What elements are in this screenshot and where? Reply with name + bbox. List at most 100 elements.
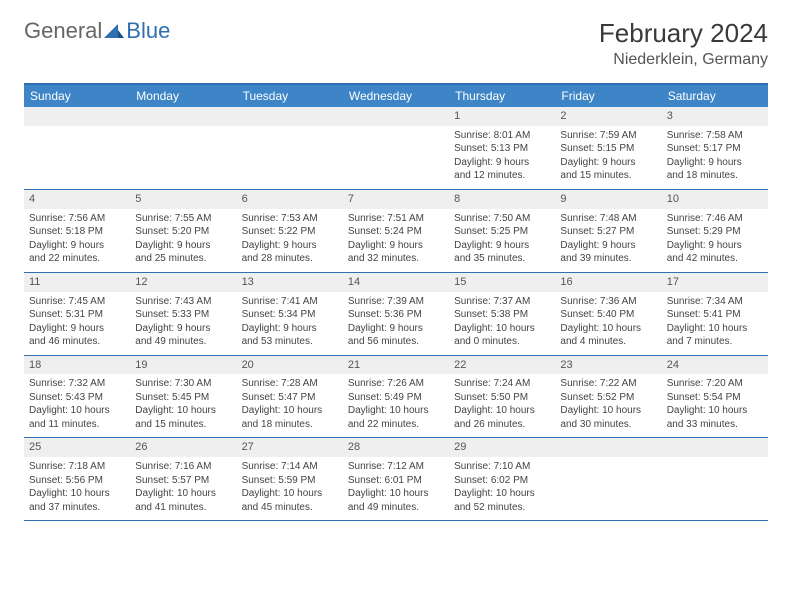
day-number: 5 xyxy=(130,190,236,209)
location: Niederklein, Germany xyxy=(599,51,768,69)
day-cell xyxy=(662,438,768,520)
day-number: 28 xyxy=(343,438,449,457)
sunset-text: Sunset: 5:45 PM xyxy=(135,391,231,405)
daylight2-text: and 22 minutes. xyxy=(348,418,444,432)
daylight1-text: Daylight: 10 hours xyxy=(348,487,444,501)
day-cell: 24Sunrise: 7:20 AMSunset: 5:54 PMDayligh… xyxy=(662,356,768,438)
sunrise-text: Sunrise: 7:14 AM xyxy=(242,460,338,474)
day-number xyxy=(343,107,449,126)
day-cell: 10Sunrise: 7:46 AMSunset: 5:29 PMDayligh… xyxy=(662,190,768,272)
sunset-text: Sunset: 5:54 PM xyxy=(667,391,763,405)
day-number: 3 xyxy=(662,107,768,126)
sunset-text: Sunset: 5:22 PM xyxy=(242,225,338,239)
day-number: 1 xyxy=(449,107,555,126)
calendar: Sunday Monday Tuesday Wednesday Thursday… xyxy=(24,83,768,521)
daylight1-text: Daylight: 9 hours xyxy=(454,156,550,170)
logo-text-blue: Blue xyxy=(126,18,170,44)
sunrise-text: Sunrise: 7:24 AM xyxy=(454,377,550,391)
day-number: 25 xyxy=(24,438,130,457)
day-cell: 16Sunrise: 7:36 AMSunset: 5:40 PMDayligh… xyxy=(555,273,661,355)
day-cell: 23Sunrise: 7:22 AMSunset: 5:52 PMDayligh… xyxy=(555,356,661,438)
day-cell: 9Sunrise: 7:48 AMSunset: 5:27 PMDaylight… xyxy=(555,190,661,272)
day-cell: 6Sunrise: 7:53 AMSunset: 5:22 PMDaylight… xyxy=(237,190,343,272)
sunset-text: Sunset: 5:59 PM xyxy=(242,474,338,488)
day-cell: 15Sunrise: 7:37 AMSunset: 5:38 PMDayligh… xyxy=(449,273,555,355)
day-number: 6 xyxy=(237,190,343,209)
daylight2-text: and 37 minutes. xyxy=(29,501,125,515)
sunrise-text: Sunrise: 7:50 AM xyxy=(454,212,550,226)
sunset-text: Sunset: 6:02 PM xyxy=(454,474,550,488)
daylight2-text: and 7 minutes. xyxy=(667,335,763,349)
day-number: 19 xyxy=(130,356,236,375)
day-cell: 21Sunrise: 7:26 AMSunset: 5:49 PMDayligh… xyxy=(343,356,449,438)
day-cell: 18Sunrise: 7:32 AMSunset: 5:43 PMDayligh… xyxy=(24,356,130,438)
daylight2-text: and 52 minutes. xyxy=(454,501,550,515)
day-cell: 13Sunrise: 7:41 AMSunset: 5:34 PMDayligh… xyxy=(237,273,343,355)
dow-monday: Monday xyxy=(130,85,236,107)
sunset-text: Sunset: 5:52 PM xyxy=(560,391,656,405)
daylight1-text: Daylight: 9 hours xyxy=(560,239,656,253)
day-cell: 7Sunrise: 7:51 AMSunset: 5:24 PMDaylight… xyxy=(343,190,449,272)
day-cell: 12Sunrise: 7:43 AMSunset: 5:33 PMDayligh… xyxy=(130,273,236,355)
day-number xyxy=(24,107,130,126)
daylight1-text: Daylight: 10 hours xyxy=(29,487,125,501)
logo-text-general: General xyxy=(24,18,102,44)
sunrise-text: Sunrise: 7:28 AM xyxy=(242,377,338,391)
header: General Blue February 2024 Niederklein, … xyxy=(24,18,768,69)
daylight2-text: and 22 minutes. xyxy=(29,252,125,266)
sunset-text: Sunset: 5:49 PM xyxy=(348,391,444,405)
sunrise-text: Sunrise: 7:26 AM xyxy=(348,377,444,391)
day-cell xyxy=(130,107,236,189)
daylight1-text: Daylight: 10 hours xyxy=(135,404,231,418)
daylight2-text: and 49 minutes. xyxy=(348,501,444,515)
sunset-text: Sunset: 5:56 PM xyxy=(29,474,125,488)
day-number xyxy=(662,438,768,457)
daylight2-text: and 18 minutes. xyxy=(242,418,338,432)
daylight2-text: and 25 minutes. xyxy=(135,252,231,266)
daylight2-text: and 35 minutes. xyxy=(454,252,550,266)
day-number: 10 xyxy=(662,190,768,209)
sunset-text: Sunset: 5:43 PM xyxy=(29,391,125,405)
day-number: 8 xyxy=(449,190,555,209)
sunrise-text: Sunrise: 7:41 AM xyxy=(242,295,338,309)
daylight2-text: and 4 minutes. xyxy=(560,335,656,349)
sunrise-text: Sunrise: 7:39 AM xyxy=(348,295,444,309)
sunset-text: Sunset: 5:20 PM xyxy=(135,225,231,239)
logo: General Blue xyxy=(24,18,170,44)
daylight2-text: and 12 minutes. xyxy=(454,169,550,183)
day-number: 23 xyxy=(555,356,661,375)
day-number: 12 xyxy=(130,273,236,292)
daylight1-text: Daylight: 9 hours xyxy=(29,239,125,253)
sunrise-text: Sunrise: 7:12 AM xyxy=(348,460,444,474)
day-number xyxy=(555,438,661,457)
day-number: 14 xyxy=(343,273,449,292)
daylight1-text: Daylight: 10 hours xyxy=(29,404,125,418)
sunset-text: Sunset: 5:34 PM xyxy=(242,308,338,322)
week-row: 18Sunrise: 7:32 AMSunset: 5:43 PMDayligh… xyxy=(24,356,768,439)
day-cell: 22Sunrise: 7:24 AMSunset: 5:50 PMDayligh… xyxy=(449,356,555,438)
sunset-text: Sunset: 5:33 PM xyxy=(135,308,231,322)
day-number: 11 xyxy=(24,273,130,292)
daylight1-text: Daylight: 10 hours xyxy=(242,487,338,501)
daylight1-text: Daylight: 9 hours xyxy=(348,322,444,336)
sunset-text: Sunset: 5:29 PM xyxy=(667,225,763,239)
sunrise-text: Sunrise: 7:22 AM xyxy=(560,377,656,391)
sunset-text: Sunset: 5:18 PM xyxy=(29,225,125,239)
dow-friday: Friday xyxy=(555,85,661,107)
day-number: 21 xyxy=(343,356,449,375)
month-title: February 2024 xyxy=(599,18,768,49)
daylight1-text: Daylight: 10 hours xyxy=(667,322,763,336)
sunrise-text: Sunrise: 7:51 AM xyxy=(348,212,444,226)
sunrise-text: Sunrise: 7:10 AM xyxy=(454,460,550,474)
day-cell: 2Sunrise: 7:59 AMSunset: 5:15 PMDaylight… xyxy=(555,107,661,189)
daylight1-text: Daylight: 10 hours xyxy=(242,404,338,418)
sunrise-text: Sunrise: 7:56 AM xyxy=(29,212,125,226)
week-row: 11Sunrise: 7:45 AMSunset: 5:31 PMDayligh… xyxy=(24,273,768,356)
dow-wednesday: Wednesday xyxy=(343,85,449,107)
daylight1-text: Daylight: 9 hours xyxy=(135,239,231,253)
day-cell: 26Sunrise: 7:16 AMSunset: 5:57 PMDayligh… xyxy=(130,438,236,520)
day-cell: 1Sunrise: 8:01 AMSunset: 5:13 PMDaylight… xyxy=(449,107,555,189)
daylight1-text: Daylight: 9 hours xyxy=(242,239,338,253)
day-cell: 27Sunrise: 7:14 AMSunset: 5:59 PMDayligh… xyxy=(237,438,343,520)
sunrise-text: Sunrise: 7:48 AM xyxy=(560,212,656,226)
